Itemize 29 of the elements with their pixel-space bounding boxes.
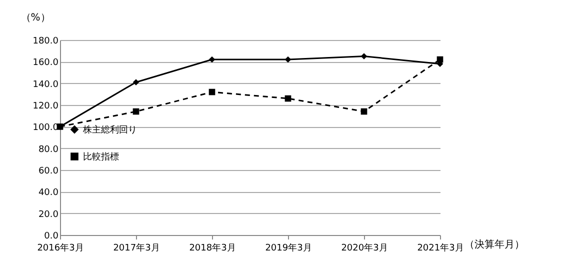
point [56,124,64,130]
point [132,108,140,115]
x-tick-label: 2021年3月 [417,242,464,254]
y-tick-label: 80.0 [38,144,59,155]
y-tick-label: 20.0 [38,210,59,220]
y-tick-label: 180.0 [32,36,59,46]
x-tick-label: 2016年3月 [37,242,84,254]
y-tick-label: 160.0 [32,58,59,68]
point [360,53,368,60]
x-tick-label: 2019年3月 [265,242,312,254]
point [436,56,444,63]
x-axis-title: （決算年月） [464,238,524,250]
point [284,95,292,102]
point [132,79,140,86]
y-axis-title: （%） [20,12,50,24]
y-tick-label: 40.0 [38,188,59,198]
y-tick-label: 0.0 [44,232,59,242]
legend-label: 株主総利回り [82,124,137,136]
y-tick-label: 120.0 [32,102,59,112]
x-tick-label: 2020年3月 [341,242,388,254]
y-tick-label: 60.0 [38,166,59,176]
x-tick-label: 2017年3月 [113,242,160,254]
legend-label: 比較指標 [83,152,119,162]
point [208,56,216,63]
point [208,88,216,96]
point [284,56,292,63]
y-tick-label: 140.0 [32,80,59,90]
x-tick-label: 2018年3月 [189,242,236,254]
point [360,108,368,115]
